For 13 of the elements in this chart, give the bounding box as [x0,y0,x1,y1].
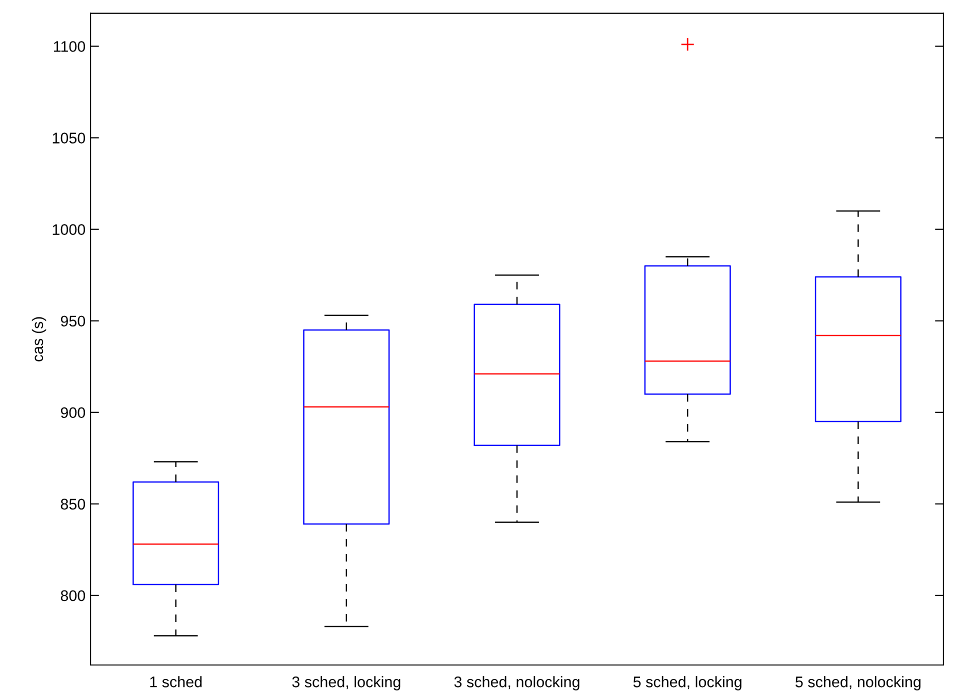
y-tick-label: 1050 [52,132,86,144]
y-tick-label: 1100 [54,41,86,52]
y-tick-label: 1000 [52,224,86,235]
y-tick-label: 850 [60,498,86,510]
y-axis-title: cas (s) [32,317,46,362]
y-tick-label: 800 [60,590,86,602]
x-tick-label: 3 sched, locking [292,676,400,690]
x-tick-label: 1 sched [150,676,202,688]
y-tick-label: 900 [60,407,86,418]
x-tick-label: 3 sched, nolocking [454,676,580,690]
x-tick-label: 5 sched, nolocking [796,676,920,690]
x-tick-label: 5 sched, locking [633,676,742,690]
y-tick-label: 950 [60,316,86,327]
